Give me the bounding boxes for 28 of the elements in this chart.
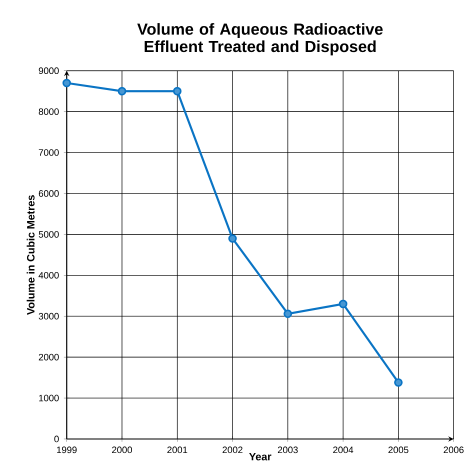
point <box>62 78 71 88</box>
y-axis-title: Volume in Cubic Metres <box>26 195 35 315</box>
y-tick-label: 7000 <box>38 149 59 156</box>
point <box>118 86 126 96</box>
x-tick-label: 2006 <box>444 446 464 453</box>
y-tick-label: 1000 <box>39 394 59 402</box>
y-tick-label: 6000 <box>38 190 59 197</box>
x-tick-label: 1999 <box>57 446 77 453</box>
point <box>338 300 348 308</box>
x-tick-label: 2002 <box>222 446 242 453</box>
x-tick-label: 2004 <box>333 446 354 453</box>
point <box>394 378 403 387</box>
y-tick-label: 2000 <box>38 354 59 360</box>
point <box>173 86 182 96</box>
y-tick-label: 0 <box>54 436 59 442</box>
x-axis-title: Year <box>249 452 272 460</box>
y-tick-label: 4000 <box>38 272 59 278</box>
y-tick-label: 8000 <box>38 108 59 115</box>
x-tick-label: 2001 <box>167 446 188 453</box>
y-tick-label: 5000 <box>38 230 59 238</box>
point <box>284 309 292 318</box>
chart-title: Volume of Aqueous Radioactive Effluent Treated and Disposed <box>137 22 383 56</box>
x-tick-label: 2005 <box>388 446 408 453</box>
y-tick-label: 3000 <box>38 312 59 320</box>
x-tick-label: 2000 <box>112 446 132 453</box>
point <box>228 234 237 243</box>
x-tick-label: 2003 <box>278 446 298 453</box>
y-tick-label: 9000 <box>38 67 59 74</box>
